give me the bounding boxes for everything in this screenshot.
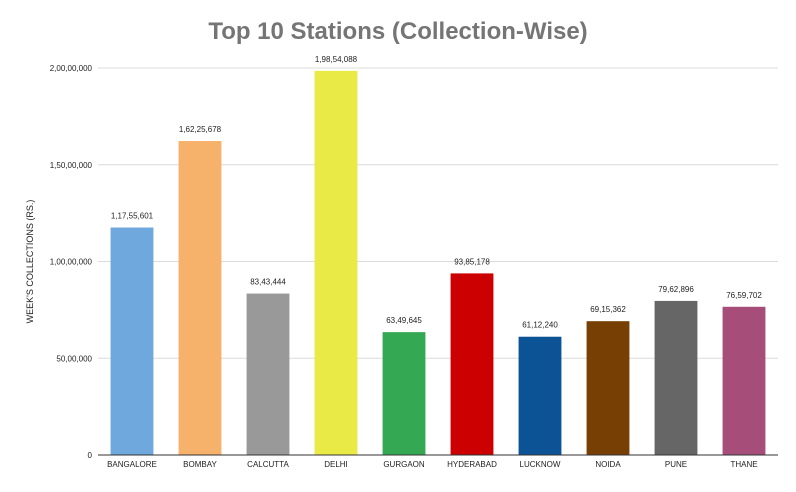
bar-gurgaon [382, 332, 426, 455]
y-tick-label: 1,50,00,000 [50, 161, 93, 170]
bar-bangalore [110, 227, 154, 455]
x-tick-label-bombay: BOMBAY [183, 460, 217, 469]
data-label-pune: 79,62,896 [658, 285, 694, 294]
bar-lucknow [518, 336, 562, 455]
bar-thane [722, 306, 766, 455]
y-axis-title: WEEK'S COLLECTIONS (RS.) [25, 200, 35, 324]
bar-bombay [178, 141, 222, 455]
axes: 0 50,00,000 1,00,00,000 1,50,00,000 2,00,00,… [25, 64, 778, 469]
bar-delhi [314, 70, 358, 455]
data-labels: 1,17,55,601 1,62,25,678 83,43,444 1,98,54,0… [111, 55, 762, 330]
x-tick-label-lucknow: LUCKNOW [520, 460, 561, 469]
x-tick-label-bangalore: BANGALORE [107, 460, 157, 469]
x-tick-label-noida: NOIDA [595, 460, 621, 469]
y-tick-label: 2,00,00,000 [50, 64, 93, 73]
x-tick-label-thane: THANE [730, 460, 757, 469]
data-label-hyderabad: 93,85,178 [454, 257, 490, 266]
bar-hyderabad [450, 273, 494, 455]
data-label-calcutta: 83,43,444 [250, 278, 286, 287]
data-label-delhi: 1,98,54,088 [315, 55, 358, 64]
data-label-bombay: 1,62,25,678 [179, 125, 222, 134]
bar-noida [586, 321, 630, 455]
x-tick-label-calcutta: CALCUTTA [247, 460, 289, 469]
y-tick-label: 50,00,000 [56, 354, 92, 363]
y-tick-label: 1,00,00,000 [50, 258, 93, 267]
bars [110, 70, 766, 455]
data-label-thane: 76,59,702 [726, 291, 762, 300]
data-label-gurgaon: 63,49,645 [386, 316, 422, 325]
data-label-noida: 69,15,362 [590, 305, 626, 314]
bar-pune [654, 300, 698, 455]
x-tick-label-delhi: DELHI [324, 460, 348, 469]
x-tick-label-gurgaon: GURGAON [383, 460, 425, 469]
data-label-lucknow: 61,12,240 [522, 321, 558, 330]
x-tick-label-pune: PUNE [665, 460, 687, 469]
chart-title: Top 10 Stations (Collection-Wise) [208, 18, 588, 45]
data-label-bangalore: 1,17,55,601 [111, 212, 154, 221]
y-tick-label: 0 [88, 451, 93, 460]
bar-calcutta [246, 293, 290, 455]
x-tick-label-hyderabad: HYDERABAD [447, 460, 497, 469]
